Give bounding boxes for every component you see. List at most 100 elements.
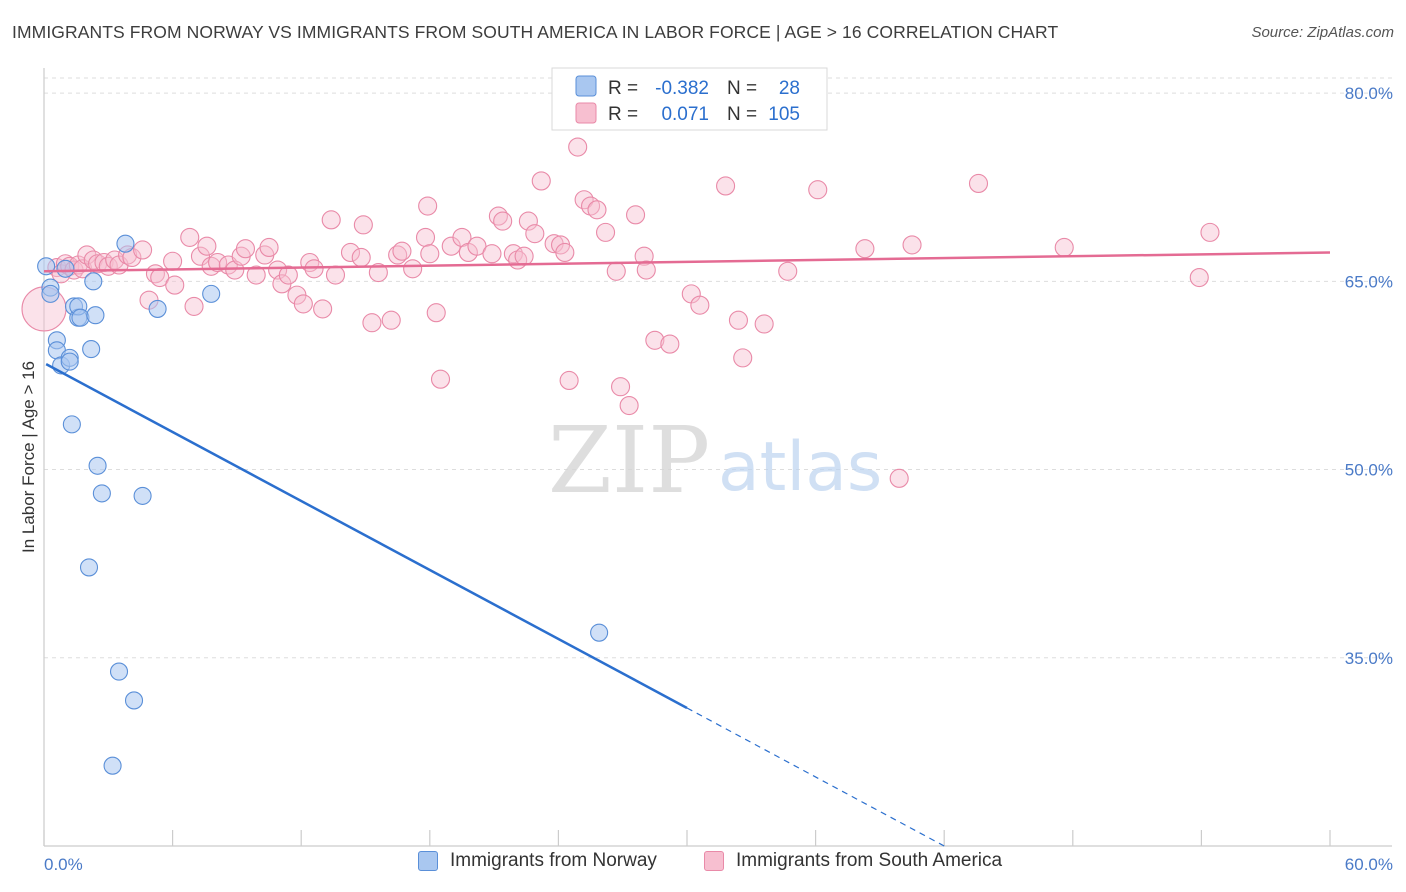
south-america-point [525,224,545,244]
south-america-point [415,227,436,247]
south-america-point [325,265,346,285]
legend-n-value-south-america: 105 [768,104,800,125]
grid-layer [44,77,1392,659]
south-america-point [381,310,401,330]
stats-legend-frame [551,67,828,131]
south-america-point [403,259,423,279]
south-america-point [968,173,989,193]
south-america-point [420,244,440,264]
norway-points [37,234,609,775]
norway-trend-line [45,363,688,710]
legend-swatch-south-america [575,102,597,124]
legend-swatch-norway [575,75,597,97]
south-america-point [133,240,153,260]
south-america-point [514,246,534,266]
y-tick-labels: 35.0% 50.0% 65.0% 80.0% [1345,84,1393,668]
y-tick-label: 80.0% [1345,84,1393,103]
norway-point [79,558,99,577]
y-axis-label: In Labor Force | Age > 16 [19,361,38,553]
legend-r-label-norway: R = [608,78,638,99]
south-america-point [321,210,341,230]
south-america-point [418,196,438,216]
series-legend-swatch-norway [418,851,438,871]
south-america-point [531,171,551,191]
south-america-point [293,294,313,314]
x-tick-label: 60.0% [1345,855,1393,874]
south-america-point [855,239,875,259]
south-america-point [611,377,631,397]
south-america-point [555,242,575,263]
south-america-point [636,260,656,280]
legend-n-label-norway: N = [727,78,757,99]
watermark-zip: ZIP [548,407,710,514]
south-america-point [634,246,654,266]
south-america-point [430,369,451,389]
norway-point [116,234,135,253]
series-legend-label-norway: Immigrants from Norway [450,850,657,871]
south-america-point [368,262,388,283]
south-america-point [568,137,588,157]
norway-point [88,456,107,475]
south-america-point [163,251,183,271]
series-legend-label-south-america: Immigrants from South America [736,850,1003,871]
norway-point [62,415,81,434]
south-america-point [808,180,828,200]
south-america-point [362,313,382,333]
series-legend-south-america: Immigrants from South America [704,850,1002,872]
south-america-point [482,244,502,264]
series-legend: Immigrants from Norway Immigrants from S… [0,850,1406,880]
south-america-point [619,396,639,416]
south-america-point [197,236,217,256]
south-america-point [518,211,538,231]
legend-r-label-south-america: R = [608,104,638,125]
south-america-point [1189,268,1209,288]
south-america-point [1054,237,1074,257]
south-america-point [165,275,185,295]
south-america-point [340,242,361,263]
south-america-point [259,237,279,257]
south-america-point [606,261,626,281]
south-america-point [596,222,616,242]
south-america-point [493,211,513,231]
south-america-point [313,299,333,319]
south-america-point [467,236,487,256]
watermark: ZIP atlas [548,407,882,514]
norway-trend-extension [686,707,945,847]
norway-point [71,308,90,327]
norway-point [41,284,60,303]
norway-point [60,352,79,371]
south-america-point [645,330,665,350]
norway-point [590,623,609,642]
norway-point [56,259,75,278]
south-america-point [733,348,753,368]
norway-point [109,662,129,681]
south-america-point [690,295,710,315]
south-america-point [728,310,748,330]
watermark-atlas: atlas [718,428,882,507]
south-america-point [351,247,371,268]
legend-n-label-south-america: N = [727,104,757,125]
south-america-point [778,261,798,281]
norway-point [148,299,167,318]
y-tick-label: 35.0% [1345,649,1393,668]
south-america-point [559,370,579,391]
series-legend-norway: Immigrants from Norway [418,850,657,872]
south-america-point [626,205,646,225]
x-tick-label: 0.0% [44,855,83,874]
norway-point [82,340,101,359]
norway-point [84,272,103,291]
norway-point [86,306,105,325]
norway-point [202,284,221,303]
legend-r-value-south-america: 0.071 [661,104,709,125]
south-america-point [587,200,607,220]
south-america-point [716,176,736,196]
norway-point [92,484,111,503]
norway-point [133,486,152,505]
south-america-point [754,314,774,334]
stats-legend: R = -0.382 N = 28 R = 0.071 N = 105 [551,67,828,131]
chart-title: IMMIGRANTS FROM NORWAY VS IMMIGRANTS FRO… [12,22,1059,42]
south-america-point [353,215,373,235]
legend-n-value-norway: 28 [779,78,800,99]
x-tick-labels: 0.0% 60.0% [44,855,1393,874]
